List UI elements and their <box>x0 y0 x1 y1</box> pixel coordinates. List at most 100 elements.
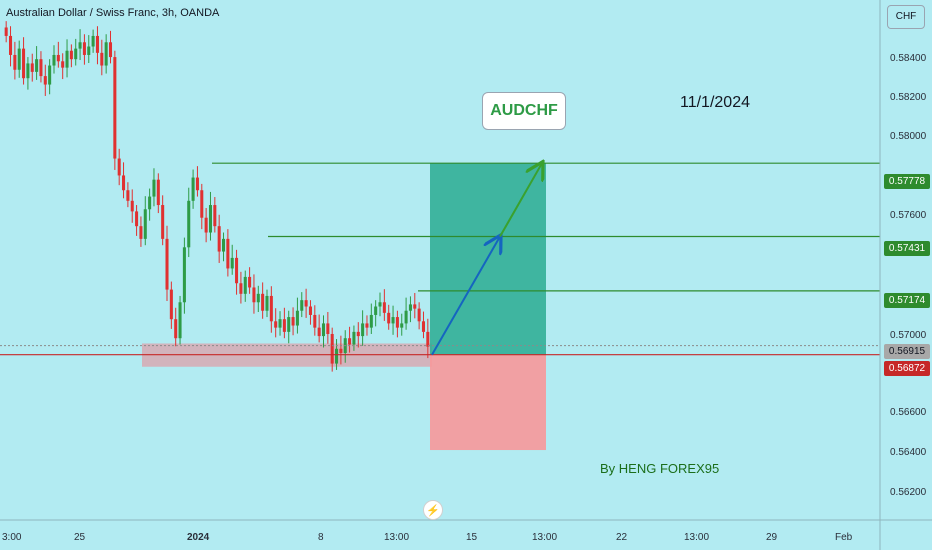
candle-body <box>213 205 217 227</box>
price-axis-label: 0.58400 <box>890 53 927 64</box>
candle-body <box>282 319 286 332</box>
candle-body <box>295 310 299 326</box>
candle-body <box>104 42 108 66</box>
candle-body <box>348 338 352 345</box>
price-tag-entry: 0.56872 <box>884 361 930 376</box>
candle-body <box>113 57 117 159</box>
candle-body <box>230 257 234 269</box>
time-axis-label: Feb <box>835 532 853 543</box>
time-axis-label: 8 <box>318 532 324 543</box>
candle-body <box>195 177 199 191</box>
time-axis-label: 3:00 <box>2 532 22 543</box>
candle-body <box>243 276 247 294</box>
candle-body <box>95 35 99 53</box>
candle-body <box>352 331 356 345</box>
candle-body <box>269 295 273 322</box>
candle-body <box>13 54 17 70</box>
price-axis-label: 0.58000 <box>890 131 927 142</box>
candle-body <box>208 205 213 233</box>
candle-body <box>226 238 230 269</box>
candle-body <box>256 293 260 303</box>
candle-body <box>130 200 134 212</box>
price-axis-label: 0.57600 <box>890 210 927 221</box>
candle-body <box>313 314 317 328</box>
candle-body <box>308 306 312 315</box>
trend-arrow-blue <box>431 237 500 356</box>
candle-body <box>374 306 378 315</box>
candle-body <box>117 158 121 176</box>
candle-body <box>61 61 65 68</box>
candle-body <box>252 287 256 303</box>
candle-body <box>278 319 282 328</box>
time-axis-label: 13:00 <box>532 532 558 543</box>
price-axis-label: 0.57000 <box>890 330 927 341</box>
candle-body <box>265 295 269 311</box>
time-axis-label: 2024 <box>187 532 210 543</box>
candle-body <box>17 48 21 70</box>
price-axis-label: 0.56200 <box>890 487 927 498</box>
time-axis-label: 22 <box>616 532 628 543</box>
candle-body <box>361 323 365 337</box>
stop-zone <box>430 354 546 451</box>
candle-body <box>56 54 60 62</box>
candle-body <box>300 300 304 311</box>
price-tag-current: 0.56915 <box>884 344 930 359</box>
time-axis-label: 13:00 <box>684 532 710 543</box>
candle-body <box>156 179 160 206</box>
candle-body <box>335 348 339 364</box>
candle-body <box>139 226 143 239</box>
candle-body <box>330 333 334 364</box>
trend-arrows <box>431 163 542 356</box>
time-axis-label: 25 <box>74 532 86 543</box>
candle-body <box>239 283 243 294</box>
candle-body <box>22 48 26 79</box>
price-axis-label: 0.56400 <box>890 447 927 458</box>
candle-body <box>187 200 191 248</box>
price-tag-level: 0.57174 <box>884 293 930 308</box>
candle-body <box>261 293 265 311</box>
candle-body <box>126 190 130 201</box>
candle-body <box>395 317 399 328</box>
chart-title: Australian Dollar / Swiss Franc, 3h, OAN… <box>6 7 220 19</box>
candle-body <box>165 238 169 290</box>
candlesticks <box>4 21 430 372</box>
price-tag-target: 0.57778 <box>884 174 930 189</box>
author-annotation: By HENG FOREX95 <box>600 461 720 476</box>
candle-body <box>161 205 165 239</box>
candle-body <box>39 59 43 77</box>
price-axis-label: 0.58200 <box>890 92 927 103</box>
candle-body <box>274 321 278 328</box>
candle-body <box>248 276 252 288</box>
candle-body <box>65 50 69 68</box>
candle-body <box>122 175 126 191</box>
currency-button[interactable]: CHF <box>887 5 925 29</box>
candle-body <box>356 331 360 337</box>
candle-body <box>52 54 56 66</box>
candle-body <box>382 302 386 313</box>
candle-body <box>74 48 78 60</box>
candle-body <box>43 76 47 85</box>
candle-body <box>391 317 395 324</box>
candle-body <box>326 323 330 334</box>
candle-body <box>413 304 417 309</box>
candle-body <box>30 63 34 72</box>
candle-body <box>404 310 408 324</box>
lightning-bolt-icon[interactable]: ⚡ <box>423 500 443 520</box>
candle-body <box>135 211 139 227</box>
candle-body <box>217 226 221 252</box>
candle-body <box>408 304 412 311</box>
candle-body <box>26 63 30 79</box>
candle-body <box>321 323 326 337</box>
candle-body <box>378 302 382 307</box>
candle-body <box>35 59 39 72</box>
candle-body <box>8 35 13 55</box>
time-axis-label: 29 <box>766 532 778 543</box>
candle-body <box>417 308 421 322</box>
candle-body <box>174 319 178 339</box>
trend-arrow-green <box>499 163 542 238</box>
candle-body <box>291 317 295 326</box>
candle-body <box>200 190 204 218</box>
candle-body <box>400 323 404 328</box>
